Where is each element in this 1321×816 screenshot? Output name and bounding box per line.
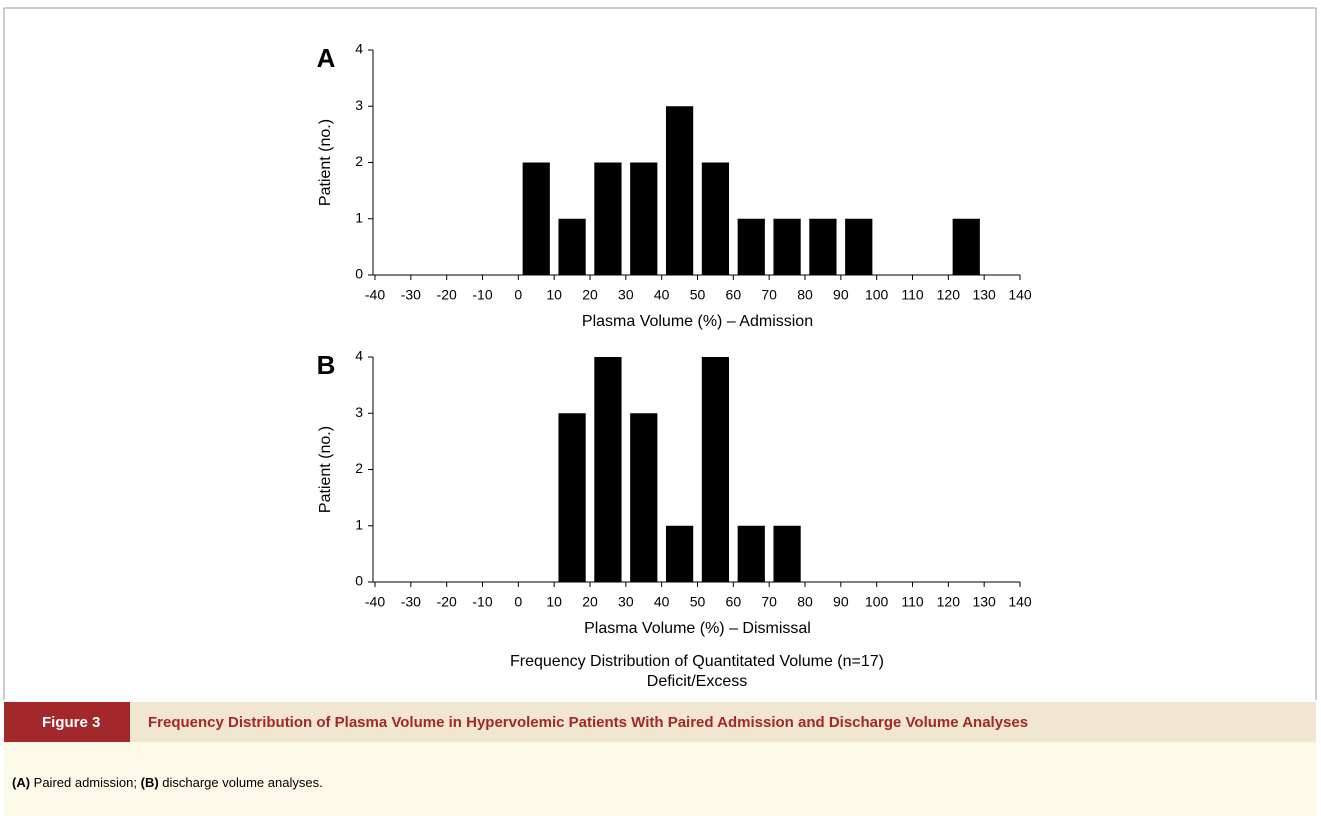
title-strip	[4, 702, 1316, 742]
bar	[630, 413, 658, 582]
panel-label: B	[317, 350, 336, 380]
figure-label-box	[4, 702, 130, 742]
x-tick-label: 90	[833, 594, 849, 610]
bar	[665, 525, 694, 582]
y-tick-label: 3	[355, 404, 363, 420]
x-tick-label: -40	[365, 594, 385, 610]
bar	[773, 525, 801, 582]
bar	[522, 162, 550, 275]
y-tick-label: 1	[355, 209, 363, 225]
x-tick-label: 110	[901, 287, 924, 303]
caption: (A) Paired admission; (B) discharge volu…	[12, 775, 323, 790]
x-tick-label: 20	[582, 594, 598, 610]
x-tick-label: 50	[690, 287, 706, 303]
x-tick-label: 30	[618, 287, 634, 303]
bar	[701, 162, 730, 275]
x-tick-label: 20	[582, 287, 598, 303]
caption-part: Paired admission;	[30, 775, 141, 790]
x-tick-label: -20	[437, 594, 457, 610]
x-tick-label: -20	[437, 287, 457, 303]
x-tick-label: 120	[937, 287, 961, 303]
x-tick-label: 30	[618, 594, 634, 610]
figure-border	[3, 7, 1317, 700]
x-tick-label: 130	[972, 287, 996, 303]
footnote: Deficit/Excess	[647, 673, 747, 690]
caption-part: (A)	[12, 775, 30, 790]
y-tick-label: 3	[355, 97, 363, 113]
x-tick-label: -30	[401, 594, 421, 610]
y-tick-label: 0	[355, 266, 363, 282]
x-axis-label: Plasma Volume (%) – Admission	[582, 313, 813, 330]
x-axis-label: Plasma Volume (%) – Dismissal	[584, 620, 811, 637]
x-tick-label: 110	[901, 594, 924, 610]
figure-label: Figure 3	[42, 714, 100, 731]
bar	[594, 162, 622, 275]
x-tick-label: 120	[937, 594, 961, 610]
bar	[558, 218, 586, 275]
x-tick-label: 50	[690, 594, 706, 610]
x-tick-label: 140	[1008, 287, 1032, 303]
y-tick-label: 4	[355, 348, 363, 364]
caption-area	[4, 742, 1316, 816]
x-tick-label: 10	[546, 594, 562, 610]
caption-part: discharge volume analyses.	[159, 775, 323, 790]
x-tick-label: 140	[1008, 594, 1032, 610]
bar	[665, 106, 694, 275]
bar	[845, 218, 873, 275]
x-tick-label: 10	[546, 287, 562, 303]
x-tick-label: 60	[726, 594, 742, 610]
caption-part: (B)	[141, 775, 159, 790]
y-tick-label: 4	[355, 41, 363, 57]
figure-title: Frequency Distribution of Plasma Volume …	[148, 714, 1028, 731]
bar	[773, 218, 801, 275]
bar	[952, 218, 980, 275]
y-tick-label: 0	[355, 573, 363, 589]
x-tick-label: 40	[654, 287, 670, 303]
y-axis-label: Patient (no.)	[317, 426, 334, 513]
bar	[737, 218, 765, 275]
x-tick-label: -40	[365, 287, 385, 303]
x-tick-label: 0	[514, 287, 522, 303]
x-tick-label: 70	[761, 594, 777, 610]
x-tick-label: -10	[472, 594, 492, 610]
x-tick-label: 90	[833, 287, 849, 303]
x-tick-label: -30	[401, 287, 421, 303]
bar	[701, 357, 730, 582]
bar	[594, 357, 622, 582]
x-tick-label: 40	[654, 594, 670, 610]
x-tick-label: 100	[865, 594, 889, 610]
panel-label: A	[317, 43, 336, 73]
bar	[809, 218, 837, 275]
x-tick-label: -10	[472, 287, 492, 303]
y-tick-label: 2	[355, 460, 363, 476]
x-tick-label: 130	[972, 594, 996, 610]
bar	[558, 413, 586, 582]
y-axis-label: Patient (no.)	[317, 119, 334, 206]
x-tick-label: 70	[761, 287, 777, 303]
x-tick-label: 80	[797, 594, 813, 610]
footnote: Frequency Distribution of Quantitated Vo…	[510, 653, 884, 670]
y-tick-label: 2	[355, 153, 363, 169]
x-tick-label: 0	[514, 594, 522, 610]
y-tick-label: 1	[355, 516, 363, 532]
bar	[630, 162, 658, 275]
x-tick-label: 80	[797, 287, 813, 303]
x-tick-label: 100	[865, 287, 889, 303]
bar	[737, 525, 765, 582]
x-tick-label: 60	[726, 287, 742, 303]
